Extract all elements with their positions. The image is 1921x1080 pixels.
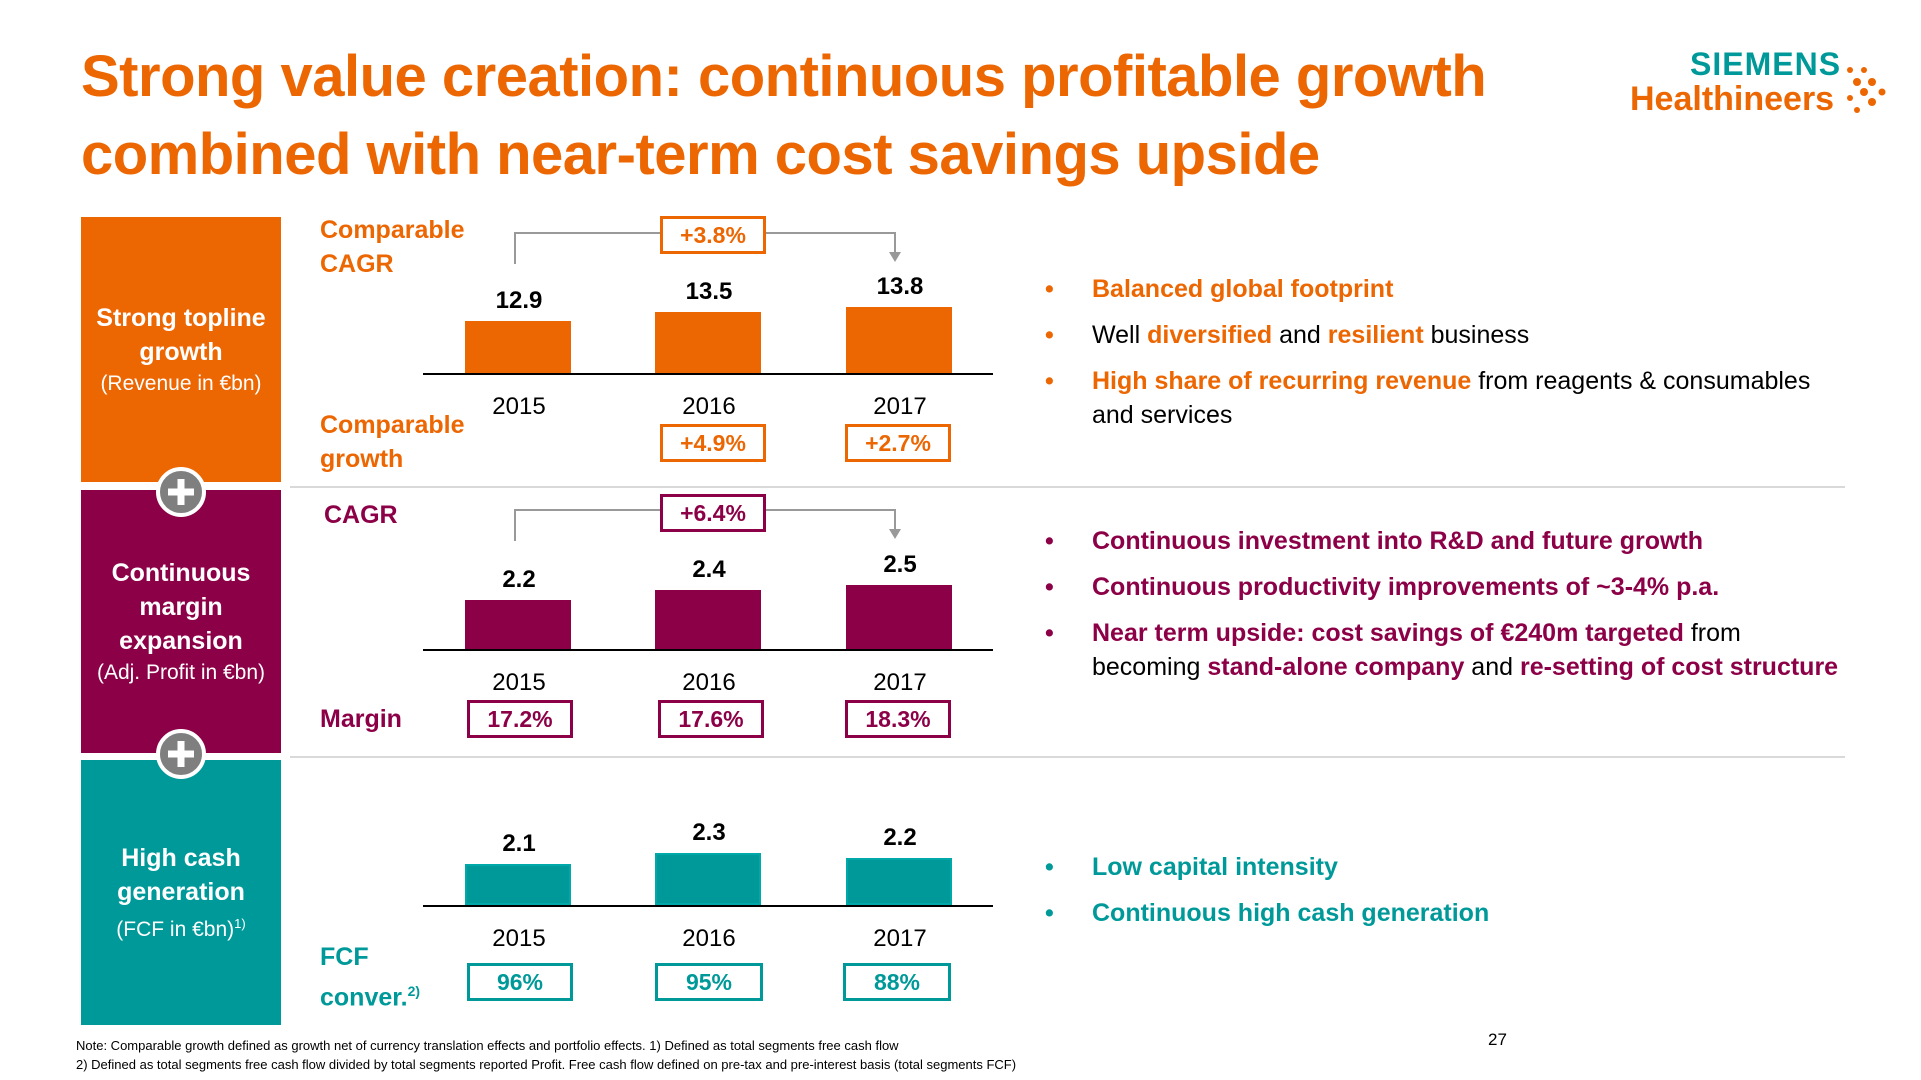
list-item: • Well diversified and resilient business: [1045, 321, 1530, 349]
logo-dots-icon: [1847, 67, 1886, 113]
bullets-margin: • Continuous investment into R&D and futu…: [1040, 524, 1840, 696]
row-box-cash: High cash generation (FCF in €bn)1): [81, 760, 281, 1025]
conversion-badge-2015: 96%: [467, 963, 573, 1001]
year-label: 2016: [682, 393, 736, 420]
footnote: 2) Defined as total segments free cash f…: [76, 1057, 1017, 1072]
bar-fcf-2017: [846, 858, 952, 905]
year-label: 2015: [492, 393, 546, 420]
plus-icon: [156, 729, 206, 779]
row-box-topline: Strong topline growth (Revenue in €bn): [81, 217, 281, 482]
x-axis: [423, 373, 993, 375]
profit-bars: [423, 545, 993, 650]
bullets-topline: • Balanced global footprint • Well diversi…: [1040, 272, 1840, 444]
year-label: 2015: [492, 669, 546, 696]
year-label: 2015: [492, 925, 546, 952]
bar-profit-2017: [846, 585, 952, 649]
value-label: 2.3: [692, 819, 726, 846]
bar-fcf-2015: [465, 863, 571, 905]
margin-badge-2017: 18.3%: [845, 700, 951, 738]
list-item: • Continuous investment into R&D and futu…: [1045, 527, 1704, 555]
bullets-cash: • Low capital intensity • Continuous high …: [1040, 850, 1840, 942]
bar-revenue-2016: [655, 311, 761, 373]
value-label: 12.9: [495, 286, 543, 314]
bar-revenue-2017: [846, 307, 952, 373]
label-margin: Margin: [320, 705, 402, 733]
row-separator: [290, 756, 1845, 758]
row-separator: [290, 486, 1845, 488]
growth-badge-2017: +2.7%: [845, 424, 951, 462]
row-box-margin: Continuous margin expansion (Adj. Profit…: [81, 490, 281, 753]
margin-badge-2015: 17.2%: [467, 700, 573, 738]
value-label: 13.8: [876, 273, 924, 300]
conversion-badge-2017: 88%: [843, 963, 951, 1001]
revenue-bars: [423, 270, 993, 374]
label-cagr: CAGR: [324, 501, 398, 529]
year-label: 2017: [873, 669, 927, 696]
label-fcf-conversion: FCF conver.2): [320, 943, 421, 1012]
value-label: 2.2: [883, 824, 917, 852]
value-label: 2.2: [502, 566, 536, 594]
page-title: Strong value creation: continuous profit…: [81, 44, 1487, 187]
page-number: 27: [1488, 1030, 1507, 1049]
x-axis: [423, 905, 993, 907]
fcf-bars: [423, 800, 993, 906]
margin-badge-2016: 17.6%: [658, 700, 764, 738]
list-item: • Near term upside: cost savings of €240m…: [1045, 619, 1839, 681]
bar-fcf-2016: [655, 853, 761, 905]
value-label: 2.1: [502, 829, 536, 857]
year-label: 2017: [873, 925, 927, 952]
x-axis: [423, 649, 993, 651]
value-label: 2.4: [692, 556, 726, 584]
logo-healthineers: Healthineers: [1630, 80, 1835, 118]
bar-profit-2016: [655, 590, 761, 649]
list-item: • High share of recurring revenue from re…: [1045, 367, 1811, 429]
year-label: 2016: [682, 925, 736, 952]
plus-icon: [156, 467, 206, 517]
value-label: 13.5: [685, 277, 733, 305]
bar-revenue-2015: [465, 320, 571, 373]
cagr-badge-profit: +6.4%: [660, 494, 766, 532]
year-label: 2016: [682, 669, 736, 696]
label-comparable-cagr: Comparable CAGR: [320, 216, 465, 278]
conversion-badge-2016: 95%: [655, 963, 763, 1001]
growth-badge-2016: +4.9%: [660, 424, 766, 462]
list-item: • Continuous high cash generation: [1045, 899, 1490, 927]
cagr-badge-revenue: +3.8%: [660, 216, 766, 254]
value-label: 2.5: [883, 551, 917, 578]
bar-profit-2015: [465, 600, 571, 649]
logo-siemens: SIEMENS: [1690, 46, 1842, 82]
label-comparable-growth: Comparable growth: [320, 411, 465, 473]
footnote: Note: Comparable growth defined as growt…: [76, 1038, 899, 1053]
list-item: • Low capital intensity: [1045, 853, 1338, 881]
list-item: • Balanced global footprint: [1045, 275, 1394, 303]
year-label: 2017: [873, 393, 927, 420]
list-item: • Continuous productivity improvements of…: [1045, 573, 1720, 601]
